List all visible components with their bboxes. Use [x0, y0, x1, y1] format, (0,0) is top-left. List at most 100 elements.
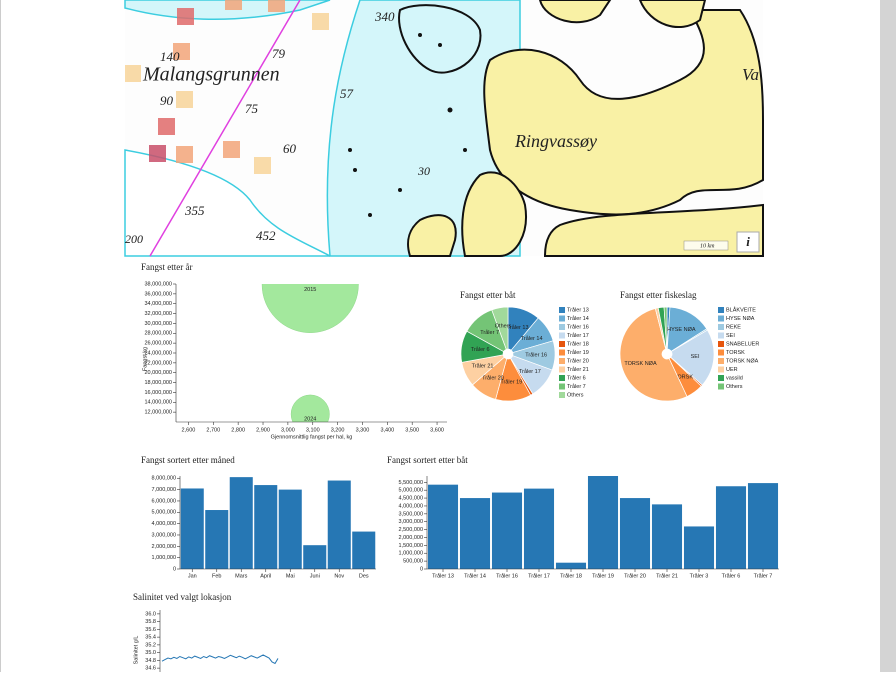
- legend-swatch: [559, 349, 565, 356]
- y-tick-label: 3,500,000: [399, 511, 423, 517]
- chart-title: Fangst sortert etter båt: [387, 455, 468, 465]
- slice-label: Tråler 6: [471, 346, 490, 353]
- bar: [229, 477, 253, 569]
- y-tick-label: 34.8: [145, 658, 156, 664]
- legend-label: Tråler 16: [567, 323, 589, 330]
- y-tick-label: 14,000,000: [144, 400, 172, 406]
- bar: [619, 498, 651, 569]
- y-tick-label: 4,000,000: [399, 503, 423, 509]
- legend-swatch: [559, 383, 565, 390]
- bar: [683, 526, 715, 569]
- info-button[interactable]: [736, 231, 760, 253]
- slice-label: Tråler 7: [480, 329, 499, 336]
- map-label: 60: [283, 141, 297, 156]
- y-tick-label: 28,000,000: [144, 331, 172, 337]
- map-label: 90: [160, 93, 174, 108]
- x-tick-label: April: [260, 573, 271, 579]
- chart-title: Fangst etter år: [141, 262, 192, 272]
- bar: [254, 485, 278, 569]
- y-tick-label: 35.6: [145, 627, 156, 633]
- map-label: 200: [125, 232, 143, 246]
- info-icon[interactable]: i: [746, 234, 750, 249]
- bar: [715, 486, 747, 569]
- bubble: [290, 394, 330, 422]
- slice-label: HYSE NØA: [667, 327, 696, 333]
- pie-slice: [663, 306, 668, 350]
- chart-title: Fangst etter fiskeslag: [620, 290, 697, 300]
- y-tick-label: 20,000,000: [144, 370, 172, 376]
- bar: [587, 476, 619, 569]
- y-tick-label: 5,000,000: [152, 510, 176, 516]
- legend-swatch: [559, 358, 565, 364]
- y-tick-label: 500,000: [403, 559, 423, 565]
- x-tick-label: 2,800: [231, 427, 245, 433]
- bar: [651, 504, 683, 569]
- bar: [427, 484, 459, 569]
- x-axis-title: Gjennomsnittlig fangst per hal, kg: [271, 434, 353, 440]
- x-tick-label: 2,700: [206, 427, 220, 433]
- legend-label: Others: [726, 384, 743, 390]
- map-label: 75: [245, 101, 259, 116]
- bar: [555, 562, 587, 569]
- map[interactable]: Malangsgrunnen Ringvassøy 340 140 79 90 …: [124, 0, 764, 257]
- slice-label: Tråler 13: [507, 324, 529, 331]
- y-tick-label: 5,500,000: [399, 480, 423, 486]
- bar: [180, 488, 204, 569]
- y-tick-label: 18,000,000: [144, 380, 172, 386]
- legend-label: UER: [726, 367, 738, 373]
- y-tick-label: 5,000,000: [399, 488, 423, 494]
- legend-label: Tråler 6: [567, 374, 586, 381]
- legend-label: Tråler 20: [567, 357, 589, 364]
- line-series: [161, 654, 279, 665]
- map-label: Ringvassøy: [514, 131, 597, 151]
- slice-label: SEI: [691, 354, 700, 360]
- x-tick-label: 3,000: [281, 427, 295, 433]
- y-tick-label: 24,000,000: [144, 350, 172, 356]
- y-tick-label: 1,000,000: [152, 555, 176, 561]
- x-tick-label: 2,900: [256, 427, 270, 433]
- legend-swatch: [718, 375, 724, 381]
- map-label: 79: [272, 46, 286, 61]
- legend-label: HYSE NØA: [726, 316, 755, 322]
- pie-slice: [670, 329, 715, 386]
- y-tick-label: 34.6: [145, 666, 156, 672]
- legend-label: SEI: [726, 333, 735, 339]
- x-tick-label: Tråler 3: [690, 572, 709, 579]
- legend-label: SNABELUER: [726, 341, 759, 347]
- x-tick-label: Tråler 16: [496, 572, 518, 579]
- legend-swatch: [559, 392, 565, 398]
- scrollbar-gutter: [880, 0, 896, 672]
- bubble-label: 2024: [304, 417, 316, 423]
- chart-title: Fangst sortert etter måned: [141, 455, 235, 465]
- y-tick-label: 1,000,000: [399, 551, 423, 557]
- legend-swatch: [718, 307, 724, 313]
- x-tick-label: 3,200: [331, 427, 345, 433]
- slice-label: Others: [495, 324, 512, 330]
- x-tick-label: 3,500: [405, 427, 419, 433]
- legend-swatch: [559, 375, 565, 381]
- y-tick-label: 35.2: [145, 642, 156, 648]
- y-tick-label: 34,000,000: [144, 301, 172, 307]
- x-tick-label: Tråler 6: [722, 572, 741, 579]
- x-tick-label: 2,600: [182, 427, 196, 433]
- bubble: [261, 284, 359, 333]
- x-tick-label: Juni: [310, 573, 320, 579]
- legend-label: TORSK: [726, 350, 745, 356]
- x-tick-label: Jan: [188, 573, 197, 579]
- x-tick-label: Tråler 13: [432, 572, 454, 579]
- map-label: 140: [160, 49, 180, 64]
- legend-swatch: [718, 349, 724, 356]
- legend-swatch: [559, 315, 565, 322]
- legend-swatch: [559, 307, 565, 313]
- legend-swatch: [718, 383, 724, 390]
- legend-label: Others: [567, 392, 584, 398]
- chart-title: Fangst etter båt: [460, 290, 516, 300]
- slice-label: TORSK: [674, 374, 693, 380]
- legend-swatch: [559, 366, 565, 373]
- y-tick-label: 8,000,000: [152, 476, 176, 482]
- slice-label: Tråler 17: [519, 368, 541, 375]
- y-tick-label: 36,000,000: [144, 291, 172, 297]
- legend-label: Tråler 14: [567, 315, 589, 322]
- legend-swatch: [559, 332, 565, 339]
